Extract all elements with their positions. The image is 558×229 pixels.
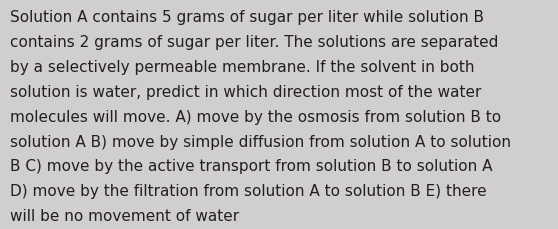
Text: D) move by the filtration from solution A to solution B E) there: D) move by the filtration from solution … — [10, 183, 487, 198]
Text: Solution A contains 5 grams of sugar per liter while solution B: Solution A contains 5 grams of sugar per… — [10, 10, 484, 25]
Text: contains 2 grams of sugar per liter. The solutions are separated: contains 2 grams of sugar per liter. The… — [10, 35, 498, 50]
Text: solution A B) move by simple diffusion from solution A to solution: solution A B) move by simple diffusion f… — [10, 134, 511, 149]
Text: B C) move by the active transport from solution B to solution A: B C) move by the active transport from s… — [10, 159, 493, 174]
Text: will be no movement of water: will be no movement of water — [10, 208, 239, 223]
Text: molecules will move. A) move by the osmosis from solution B to: molecules will move. A) move by the osmo… — [10, 109, 501, 124]
Text: by a selectively permeable membrane. If the solvent in both: by a selectively permeable membrane. If … — [10, 60, 474, 75]
Text: solution is water, predict in which direction most of the water: solution is water, predict in which dire… — [10, 85, 482, 99]
